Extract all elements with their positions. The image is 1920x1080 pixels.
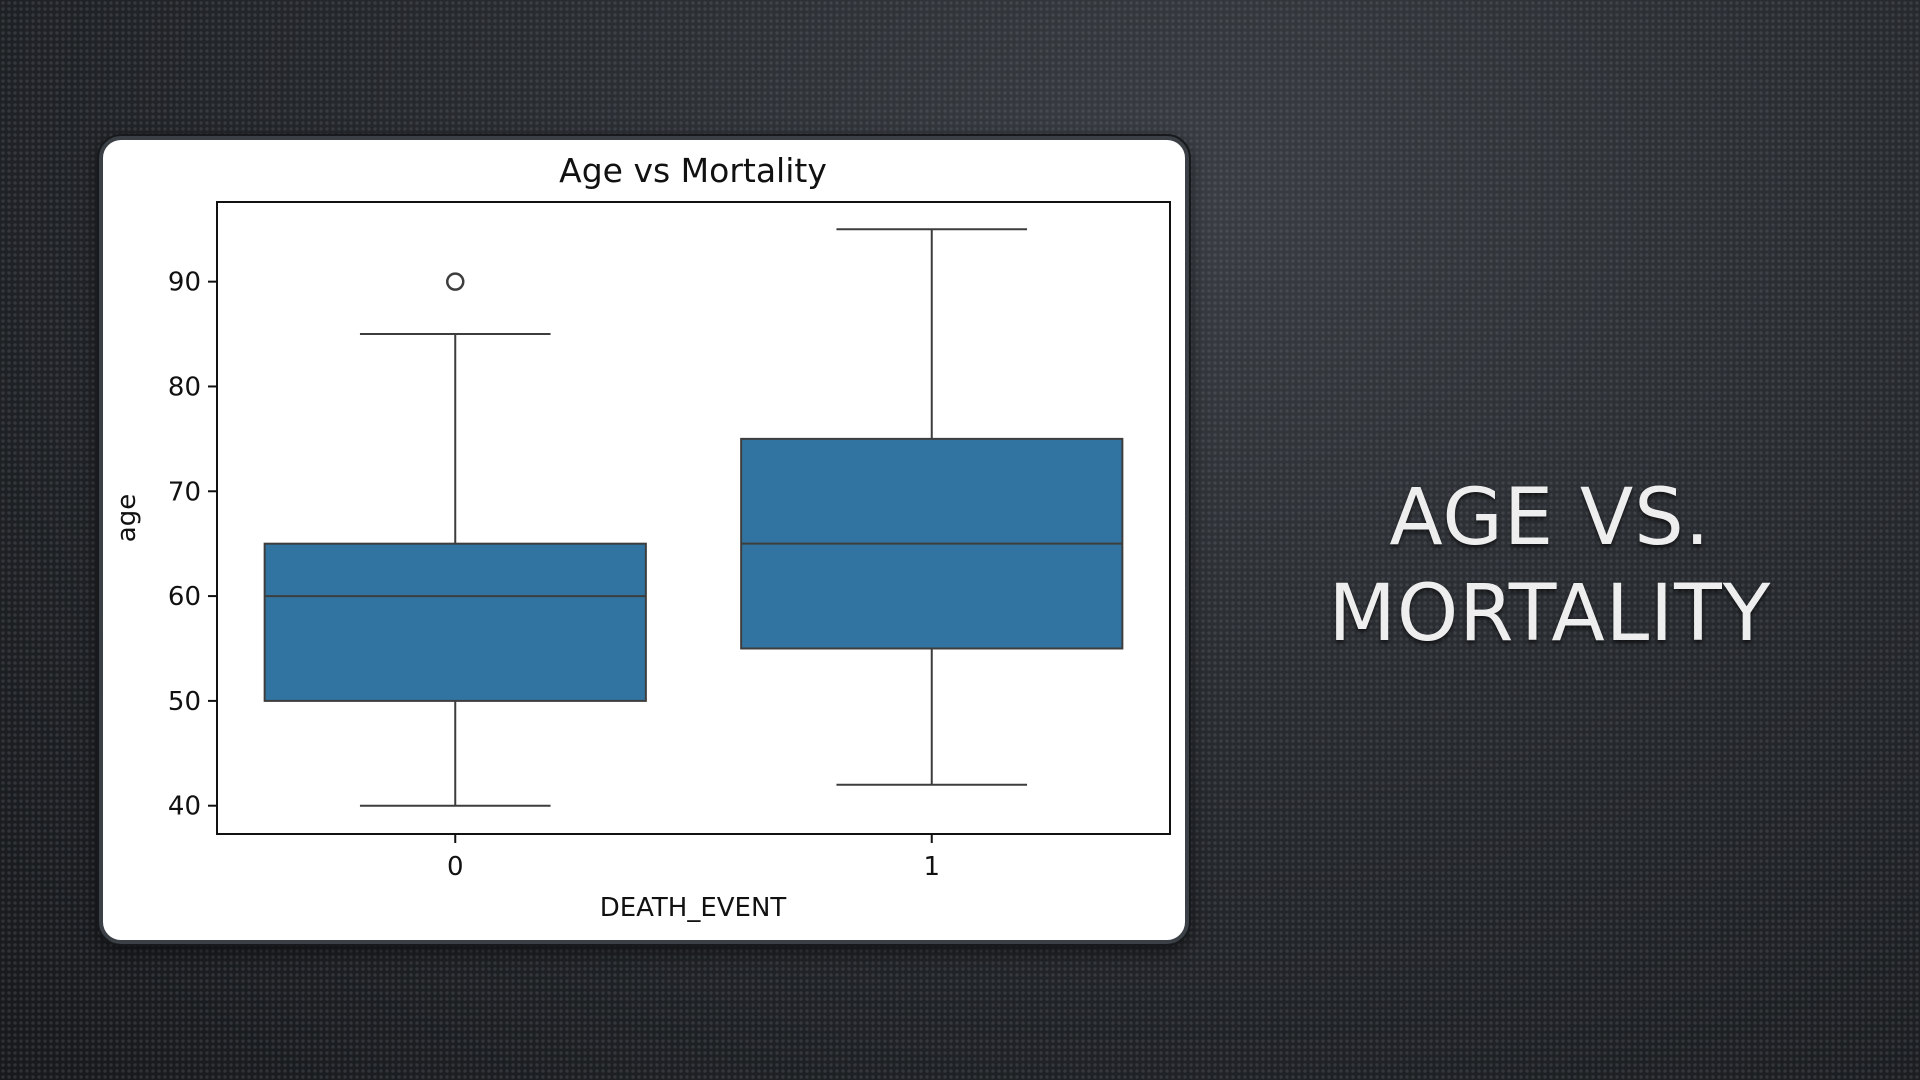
slide-title: AGE VS. MORTALITY	[1250, 470, 1850, 662]
y-tick-label: 40	[168, 792, 201, 822]
y-axis-label: age	[112, 494, 142, 542]
y-tick-label: 70	[168, 477, 201, 507]
chart-marks: 40 50 60 70 80 90 0 1	[168, 228, 1124, 882]
chart-card: Age vs Mortality 40 50 60 70 80 90 0 1 DEATH_EV…	[99, 136, 1189, 944]
plot-frame	[216, 201, 1171, 835]
x-tick-label: 1	[923, 852, 940, 882]
y-tick-label: 50	[168, 687, 201, 717]
boxplot-chart: Age vs Mortality 40 50 60 70 80 90 0 1 DEATH_EV…	[112, 151, 1171, 923]
y-tick-label: 60	[168, 582, 201, 612]
y-tick-label: 90	[168, 268, 201, 298]
box-0	[263, 542, 647, 702]
x-tick-label: 0	[447, 852, 464, 882]
x-axis-label: DEATH_EVENT	[600, 893, 787, 923]
slide-title-line-1: AGE VS.	[1389, 473, 1711, 563]
chart-title: Age vs Mortality	[559, 151, 827, 190]
slide-title-line-2: MORTALITY	[1328, 569, 1772, 659]
outlier-point	[446, 272, 465, 291]
y-tick-label: 80	[168, 372, 201, 402]
